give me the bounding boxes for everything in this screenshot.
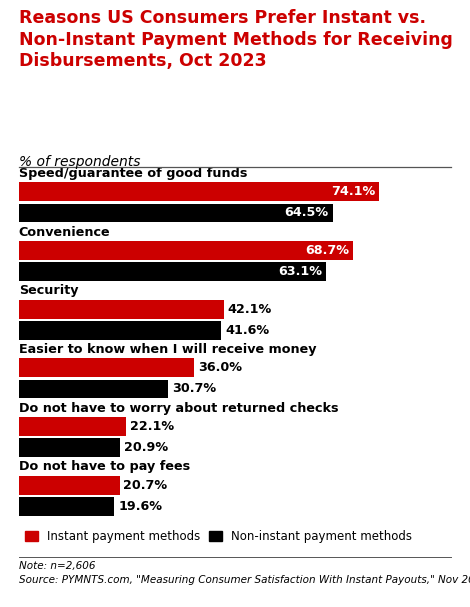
Text: Convenience: Convenience	[19, 226, 110, 239]
Text: Note: n=2,606
Source: PYMNTS.com, "Measuring Consumer Satisfaction With Instant : Note: n=2,606 Source: PYMNTS.com, "Measu…	[19, 561, 470, 585]
Text: 68.7%: 68.7%	[305, 244, 349, 257]
Bar	[19, 417, 126, 436]
Text: 42.1%: 42.1%	[227, 303, 272, 316]
Text: % of respondents: % of respondents	[19, 155, 141, 169]
Text: 20.7%: 20.7%	[124, 479, 167, 492]
Text: Easier to know when I will receive money: Easier to know when I will receive money	[19, 343, 316, 356]
Text: 20.9%: 20.9%	[125, 441, 169, 454]
Legend: Instant payment methods, Non-instant payment methods: Instant payment methods, Non-instant pay…	[25, 531, 412, 543]
Bar	[19, 438, 120, 457]
Text: Speed/guarantee of good funds: Speed/guarantee of good funds	[19, 167, 247, 180]
Bar	[19, 321, 221, 340]
Text: Security: Security	[19, 285, 78, 297]
Bar	[19, 262, 326, 281]
Text: 30.7%: 30.7%	[172, 382, 216, 395]
Text: 22.1%: 22.1%	[130, 420, 174, 433]
Bar	[19, 497, 114, 516]
Text: Reasons US Consumers Prefer Instant vs.
Non-Instant Payment Methods for Receivin: Reasons US Consumers Prefer Instant vs. …	[19, 9, 453, 70]
Bar	[19, 476, 119, 495]
Text: Do not have to worry about returned checks: Do not have to worry about returned chec…	[19, 402, 338, 415]
Text: 64.5%: 64.5%	[285, 206, 329, 219]
Text: 74.1%: 74.1%	[331, 185, 376, 198]
Bar	[19, 182, 379, 201]
Bar	[19, 379, 168, 398]
Text: 41.6%: 41.6%	[225, 324, 269, 337]
Text: 63.1%: 63.1%	[278, 265, 322, 278]
Bar	[19, 300, 224, 319]
Bar	[19, 203, 333, 222]
Text: Do not have to pay fees: Do not have to pay fees	[19, 461, 190, 473]
Bar	[19, 358, 194, 377]
Text: 36.0%: 36.0%	[198, 361, 242, 375]
Text: 19.6%: 19.6%	[118, 500, 162, 513]
Bar	[19, 241, 353, 260]
